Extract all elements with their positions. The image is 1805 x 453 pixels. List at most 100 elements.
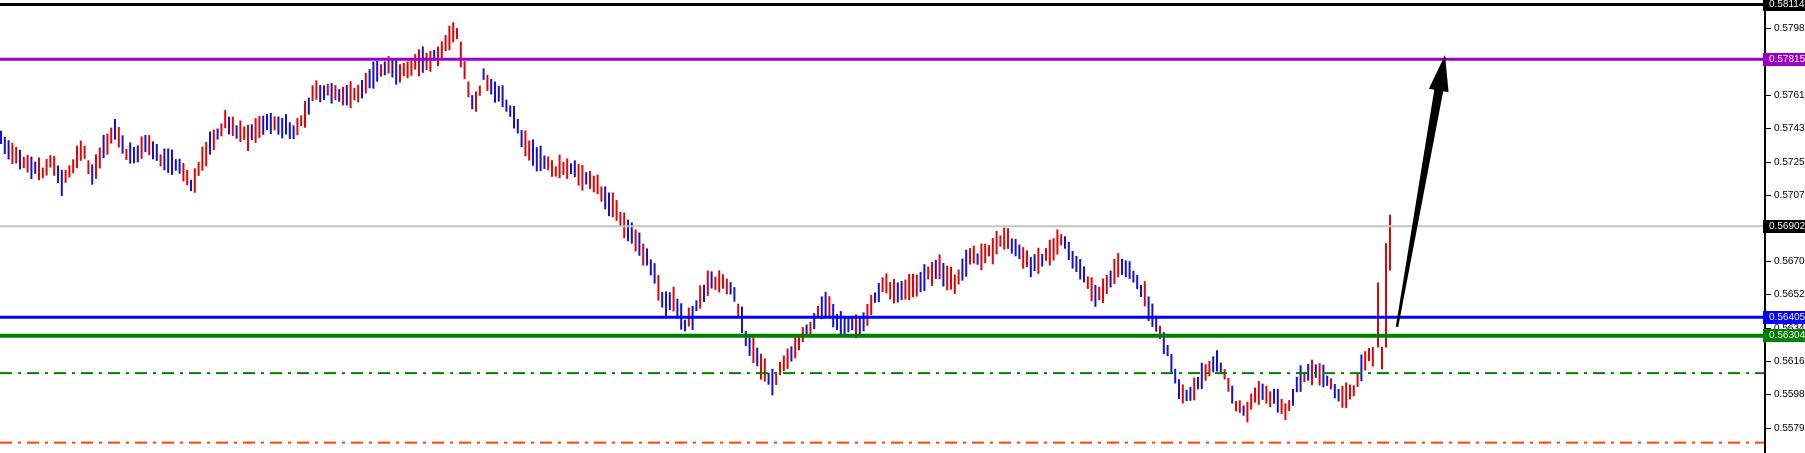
price-bar	[1333, 383, 1336, 399]
price-bar	[881, 277, 884, 293]
price-bar	[45, 159, 48, 176]
axis-tick-label: 0.56525	[1774, 289, 1805, 301]
price-bar	[1067, 241, 1070, 261]
price-bar	[391, 59, 394, 78]
price-bar	[1181, 384, 1184, 404]
price-bar	[11, 142, 14, 164]
tick-mark-icon	[1766, 28, 1771, 29]
price-bar	[1189, 386, 1192, 401]
price-bar	[19, 149, 21, 170]
price-bar	[999, 235, 1002, 247]
price-bar	[1242, 405, 1245, 416]
price-bar	[315, 80, 318, 100]
price-bar	[171, 149, 173, 175]
price-badge-resistance-black: 0.58114	[1763, 0, 1805, 11]
price-bar	[1003, 227, 1006, 250]
price-bar	[824, 291, 827, 317]
price-bar	[1385, 243, 1387, 348]
price-bar	[1079, 259, 1082, 280]
price-bar	[1219, 362, 1222, 374]
price-bar	[706, 270, 709, 296]
price-bar	[475, 91, 477, 112]
price-bar	[102, 134, 105, 159]
price-bar	[83, 145, 86, 159]
price-bar	[771, 368, 774, 396]
price-bar	[68, 165, 71, 178]
price-bar	[1090, 277, 1093, 302]
price-bar	[353, 87, 356, 101]
price-bar	[657, 275, 660, 301]
price-bar	[494, 81, 496, 103]
price-bar	[1105, 274, 1108, 294]
up-arrow-annotation[interactable]	[1395, 55, 1449, 327]
price-badge-support-green: 0.56304	[1763, 329, 1805, 343]
price-bar	[414, 54, 417, 70]
price-bar	[231, 116, 234, 137]
price-bar	[1075, 255, 1078, 273]
price-bar	[870, 294, 873, 316]
price-bar	[1124, 260, 1127, 278]
price-bar	[1389, 214, 1391, 271]
price-bar	[1356, 373, 1359, 387]
price-bar	[1257, 380, 1260, 405]
price-bar	[334, 85, 337, 100]
price-bar	[1341, 385, 1344, 408]
price-bar	[741, 306, 743, 333]
price-bar	[551, 160, 553, 177]
price-bar	[836, 314, 838, 330]
price-bar	[760, 353, 762, 380]
price-bar	[399, 64, 401, 83]
price-bar	[326, 83, 329, 96]
price-bar	[482, 68, 485, 80]
price-bar	[931, 261, 933, 286]
price-bar	[904, 279, 907, 300]
price-bar	[600, 186, 603, 202]
price-bar	[1113, 258, 1116, 284]
price-bar	[855, 314, 857, 339]
price-bar	[1269, 391, 1272, 408]
price-bar	[338, 89, 341, 102]
price-bar	[1102, 278, 1104, 303]
price-bar	[1337, 389, 1340, 402]
price-bar	[285, 114, 287, 135]
price-bar	[809, 321, 812, 337]
price-bar	[1162, 332, 1165, 354]
price-bar	[91, 164, 94, 185]
price-bar	[1086, 276, 1089, 289]
chart-plot-area[interactable]	[0, 0, 1764, 453]
price-bar	[1022, 247, 1025, 269]
price-bar	[843, 317, 846, 337]
chart-canvas	[0, 2, 1764, 444]
price-bar	[49, 155, 52, 168]
price-bar	[1330, 378, 1332, 390]
price-bar	[786, 348, 789, 369]
price-bar	[532, 139, 534, 166]
price-bar	[535, 147, 538, 172]
price-bar	[79, 140, 82, 161]
price-bar	[429, 51, 432, 72]
price-bar	[1185, 390, 1188, 402]
price-bar	[1349, 384, 1351, 400]
price-bar	[725, 278, 728, 295]
price-bar	[972, 245, 975, 264]
tick-mark-icon	[1766, 294, 1771, 296]
price-bar	[1037, 247, 1040, 274]
price-bar	[209, 131, 211, 155]
price-bar	[95, 154, 97, 179]
price-bar	[1117, 253, 1120, 278]
price-bar	[444, 35, 447, 52]
price-bar	[1318, 363, 1321, 386]
horizontal-lines	[0, 2, 1764, 444]
price-axis[interactable]: 0.579800.578000.576150.574350.572500.570…	[1763, 0, 1805, 453]
axis-tick-label: 0.57615	[1774, 89, 1805, 101]
price-bar	[554, 166, 557, 177]
price-bar	[820, 296, 823, 320]
tick-mark-icon	[1766, 394, 1771, 396]
price-bar	[133, 147, 135, 164]
price-bar	[665, 291, 667, 318]
price-bar	[596, 174, 599, 195]
price-bar	[627, 219, 629, 242]
price-bar	[1147, 296, 1150, 321]
price-bar	[1132, 270, 1135, 283]
